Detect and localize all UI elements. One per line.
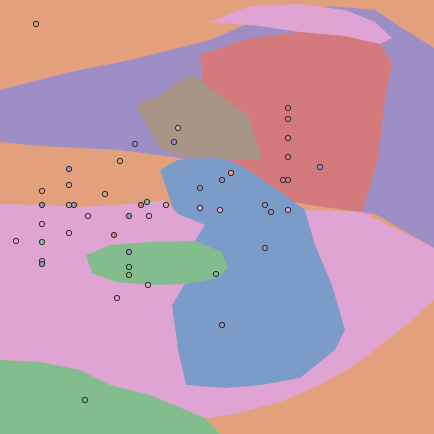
data-point-green-27: [125, 271, 133, 279]
data-point-purple-11: [70, 201, 78, 209]
region-pink-2: [210, 4, 392, 44]
data-point-pink-29: [113, 294, 121, 302]
data-point-pink-36: [216, 206, 224, 214]
data-point-orange-33: [227, 169, 235, 177]
data-point-green-30: [212, 270, 220, 278]
data-point-purple-48: [316, 163, 324, 171]
data-point-pink-15: [12, 237, 20, 245]
data-point-red-17: [110, 231, 118, 239]
data-point-pink-35: [196, 204, 204, 212]
region-red-3: [200, 32, 392, 212]
data-point-pink-12: [84, 212, 92, 220]
data-point-purple-2: [170, 138, 178, 146]
data-point-red-19: [137, 201, 145, 209]
data-point-purple-32: [196, 184, 204, 192]
data-point-pink-28: [144, 281, 152, 289]
data-point-red-46: [279, 176, 287, 184]
data-point-orange-0: [32, 20, 40, 28]
data-point-purple-37: [261, 201, 269, 209]
data-point-purple-38: [267, 208, 275, 216]
data-point-red-45: [284, 153, 292, 161]
data-point-green-20: [143, 198, 151, 206]
data-point-orange-8: [101, 190, 109, 198]
data-point-orange-10: [65, 201, 73, 209]
data-point-purple-5: [65, 165, 73, 173]
data-point-green-31: [81, 396, 89, 404]
data-point-purple-24: [38, 260, 46, 268]
data-point-pink-14: [65, 229, 73, 237]
data-point-purple-25: [125, 248, 133, 256]
region-tan-4: [135, 74, 262, 160]
data-point-orange-1: [174, 124, 182, 132]
data-point-purple-34: [218, 176, 226, 184]
data-point-orange-4: [116, 157, 124, 165]
data-point-pink-22: [162, 201, 170, 209]
data-point-green-16: [38, 238, 46, 246]
data-point-pink-21: [145, 212, 153, 220]
data-point-purple-18: [125, 212, 133, 220]
data-point-purple-3: [131, 140, 139, 148]
data-point-purple-40: [261, 244, 269, 252]
data-point-purple-9: [38, 201, 46, 209]
data-point-pink-39: [284, 206, 292, 214]
data-point-pink-13: [38, 220, 46, 228]
data-point-orange-6: [65, 181, 73, 189]
data-point-red-43: [284, 115, 292, 123]
data-point-red-47: [284, 176, 292, 184]
data-points: [12, 20, 324, 404]
data-point-red-42: [284, 104, 292, 112]
data-point-purple-41: [218, 321, 226, 329]
region-green-9: [0, 360, 220, 434]
data-point-orange-7: [38, 187, 46, 195]
data-point-red-44: [284, 134, 292, 142]
region-blue-6: [160, 157, 345, 388]
data-point-green-26: [125, 263, 133, 271]
region-green-8: [86, 241, 228, 285]
